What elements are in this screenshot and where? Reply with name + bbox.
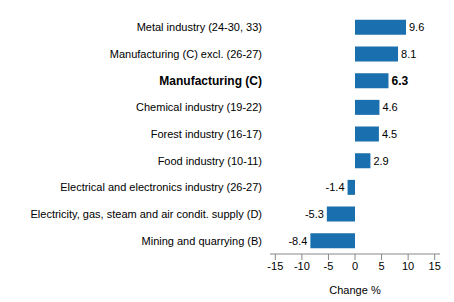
svg-text:Mining and quarrying (B): Mining and quarrying (B) [142,235,262,247]
svg-text:Manufacturing (C): Manufacturing (C) [159,74,262,88]
svg-text:8.1: 8.1 [401,48,416,60]
svg-text:-15: -15 [267,260,283,272]
svg-text:Manufacturing (C) excl. (26-27: Manufacturing (C) excl. (26-27) [110,48,262,60]
svg-text:Metal industry (24-30, 33): Metal industry (24-30, 33) [137,21,262,33]
svg-text:10: 10 [402,260,414,272]
svg-text:Change %: Change % [329,284,381,296]
svg-text:-1.4: -1.4 [326,181,345,193]
svg-text:Electricity, gas, steam and ai: Electricity, gas, steam and air condit. … [31,208,263,220]
svg-text:4.5: 4.5 [382,128,397,140]
svg-text:-10: -10 [294,260,310,272]
svg-text:-8.4: -8.4 [288,235,307,247]
svg-text:Food industry (10-11): Food industry (10-11) [158,155,262,167]
svg-text:5: 5 [379,260,385,272]
svg-text:9.6: 9.6 [409,21,424,33]
svg-text:6.3: 6.3 [391,74,408,88]
svg-text:4.6: 4.6 [382,101,397,113]
svg-text:0: 0 [352,260,358,272]
svg-text:Chemical industry (19-22): Chemical industry (19-22) [136,101,262,113]
svg-text:-5.3: -5.3 [305,208,324,220]
svg-text:2.9: 2.9 [373,155,388,167]
svg-text:Forest industry (16-17): Forest industry (16-17) [151,128,262,140]
svg-text:-5: -5 [324,260,334,272]
svg-text:Electrical and electronics ind: Electrical and electronics industry (26-… [60,181,262,193]
svg-text:15: 15 [429,260,441,272]
